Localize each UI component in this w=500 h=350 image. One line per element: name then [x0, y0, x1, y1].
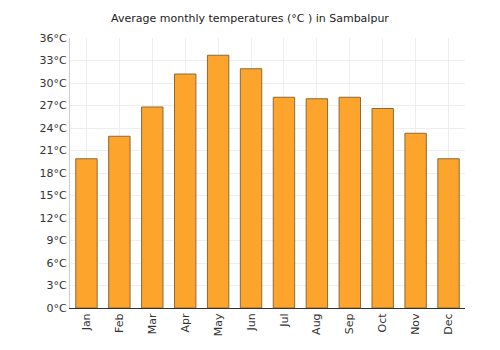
- svg-text:12°C: 12°C: [40, 212, 67, 225]
- svg-text:0°C: 0°C: [47, 302, 67, 315]
- svg-text:Mar: Mar: [146, 313, 159, 334]
- svg-text:Jul: Jul: [278, 313, 291, 327]
- svg-text:Aug: Aug: [310, 313, 323, 334]
- svg-text:15°C: 15°C: [40, 189, 67, 202]
- svg-text:Jan: Jan: [80, 313, 93, 331]
- svg-text:9°C: 9°C: [47, 234, 67, 247]
- svg-text:27°C: 27°C: [40, 99, 67, 112]
- svg-text:Oct: Oct: [376, 313, 389, 333]
- svg-text:Dec: Dec: [442, 313, 455, 334]
- svg-text:Nov: Nov: [409, 313, 422, 335]
- svg-text:Sep: Sep: [343, 313, 356, 334]
- svg-text:30°C: 30°C: [40, 77, 67, 90]
- svg-text:24°C: 24°C: [40, 122, 67, 135]
- svg-text:21°C: 21°C: [40, 144, 67, 157]
- svg-text:Feb: Feb: [113, 313, 126, 332]
- svg-text:6°C: 6°C: [47, 257, 67, 270]
- svg-text:33°C: 33°C: [40, 54, 67, 67]
- svg-text:May: May: [212, 313, 225, 336]
- svg-text:36°C: 36°C: [40, 32, 67, 45]
- svg-text:Jun: Jun: [245, 313, 258, 331]
- svg-text:3°C: 3°C: [47, 279, 67, 292]
- svg-text:Apr: Apr: [179, 313, 192, 333]
- svg-text:18°C: 18°C: [40, 167, 67, 180]
- svg-text:Average monthly temperatures (: Average monthly temperatures (°C ) in Sa…: [111, 12, 389, 25]
